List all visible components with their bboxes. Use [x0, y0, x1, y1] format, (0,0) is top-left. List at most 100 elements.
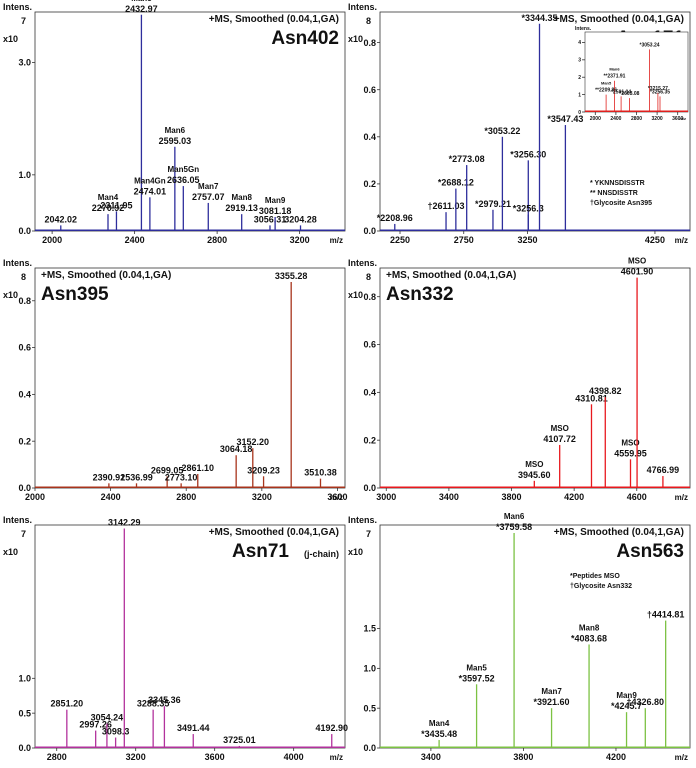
y-tick-label: 0.6 [18, 343, 31, 353]
peak-note: MSO [621, 438, 639, 447]
peak-note: Man7 [198, 182, 219, 191]
x-tick-label: 2000 [590, 116, 601, 122]
y-tick-label: 0 [578, 110, 581, 116]
peak-label: *2773.08 [449, 154, 485, 164]
x-tick-label: 2800 [207, 235, 227, 245]
y-multiplier: x10 [348, 547, 363, 557]
y-tick-label: 0.6 [363, 85, 376, 95]
x-tick-label: 2400 [101, 492, 121, 502]
y-tick-label: 0.4 [363, 387, 376, 397]
y-multiplier: x10 [3, 34, 18, 44]
panel-title: Asn332 [386, 284, 454, 305]
y-exponent: 8 [366, 272, 371, 282]
x-tick-label: 3200 [290, 235, 310, 245]
peak-label: 2851.20 [51, 699, 84, 709]
peak-note: Man7 [541, 687, 562, 696]
y-tick-label: 0.0 [363, 226, 376, 236]
subtitle: +MS, Smoothed (0.04,1,GA) [386, 270, 516, 281]
peak-label: 2474.01 [134, 186, 167, 196]
x-tick-label: 3200 [252, 492, 272, 502]
peak-label: *2663.08 [619, 91, 639, 97]
y-tick-label: 0.0 [18, 483, 31, 493]
legend-note: *Peptides MSO [570, 573, 620, 580]
x-axis-label: m/z [679, 116, 686, 121]
peak-note: Man4 [429, 719, 450, 728]
y-axis-label: Intens. [3, 2, 32, 12]
peak-label: *3256.3 [513, 204, 544, 214]
x-tick-label: 3250 [517, 235, 537, 245]
y-tick-label: 3.0 [18, 58, 31, 68]
y-multiplier: x10 [3, 290, 18, 300]
x-tick-label: 2000 [42, 235, 62, 245]
legend-note: ** NNSDISSTR [590, 190, 638, 197]
x-tick-label: 2800 [176, 492, 196, 502]
peak-label: 3510.38 [304, 468, 337, 478]
peak-label: *3053.24 [640, 42, 660, 48]
peak-label: 2042.02 [45, 214, 78, 224]
x-axis-label: m/z [675, 753, 688, 762]
peak-label: *2979.21 [475, 199, 511, 209]
title-note: (j-chain) [304, 549, 339, 559]
peak-label: *3344.35 [521, 13, 557, 23]
y-axis-label: Intens. [348, 515, 377, 525]
y-multiplier: x10 [348, 34, 363, 44]
y-tick-label: 0.8 [18, 296, 31, 306]
peak-note: Man5 [601, 81, 612, 86]
peak-note: Man4 [98, 193, 119, 202]
legend-note: * YKNNSDISSTR [590, 180, 645, 187]
x-tick-label: 3400 [421, 752, 441, 762]
peak-label: *3053.22 [484, 126, 520, 136]
peak-label: 4398.82 [589, 386, 622, 396]
peak-note: Man6 [609, 67, 620, 72]
peak-note: Man5 [131, 0, 152, 3]
peak-note: Man6 [165, 126, 186, 135]
peak-label: 2997.26 [79, 720, 112, 730]
y-tick-label: 3 [578, 58, 581, 64]
y-tick-label: 4 [578, 40, 581, 46]
plot-frame [34, 267, 346, 489]
peak-label: 3142.29 [108, 517, 141, 527]
peak-label: 3152.20 [237, 437, 270, 447]
peak-label: *3547.43 [547, 114, 583, 124]
peak-label: **2209.86 [595, 88, 617, 94]
peak-note: Man5 [466, 663, 487, 672]
peak-label: 3725.01 [223, 735, 256, 745]
y-tick-label: 1 [578, 92, 581, 98]
panel-title: Asn395 [41, 284, 109, 305]
y-tick-label: 0.4 [18, 390, 31, 400]
x-tick-label: 3200 [126, 752, 146, 762]
peak-label: *3759.58 [496, 522, 532, 532]
y-axis-label: Intens. [348, 2, 377, 12]
y-tick-label: 0.0 [18, 226, 31, 236]
peak-note: Man6 [504, 512, 525, 521]
peak-label: 4310.81 [575, 393, 608, 403]
panel-title: Asn402 [271, 28, 339, 49]
subtitle: +MS, Smoothed (0.04,1,GA) [554, 527, 684, 538]
peak-label: 3945.60 [518, 470, 551, 480]
x-tick-label: 3600 [205, 752, 225, 762]
peak-label: *4245.7 [611, 701, 642, 711]
peak-label: 2390.91 [93, 472, 126, 482]
plot-frame [34, 524, 346, 749]
y-tick-label: 0.2 [18, 436, 31, 446]
x-tick-label: 3400 [439, 492, 459, 502]
x-tick-label: 4000 [284, 752, 304, 762]
y-tick-label: 1.0 [363, 664, 376, 674]
y-axis-label: Intens. [3, 515, 32, 525]
subtitle: +MS, Smoothed (0.04,1,GA) [554, 14, 684, 25]
x-tick-label: 3800 [513, 752, 533, 762]
y-tick-label: 0.2 [363, 179, 376, 189]
legend-note: †Glycosite Asn395 [590, 200, 652, 207]
peak-label: *2208.96 [377, 213, 413, 223]
y-exponent: 7 [21, 529, 26, 539]
y-tick-label: 0.0 [18, 743, 31, 753]
y-exponent: 8 [366, 16, 371, 26]
peak-label: †2611.03 [428, 201, 465, 211]
peak-label: 2536.99 [120, 472, 153, 482]
peak-label: 2270.92 [92, 203, 125, 213]
peak-label: *3215.27 [648, 86, 668, 92]
x-tick-label: 2750 [454, 235, 474, 245]
peak-label: 4601.90 [621, 267, 654, 277]
x-tick-label: 4200 [606, 752, 626, 762]
